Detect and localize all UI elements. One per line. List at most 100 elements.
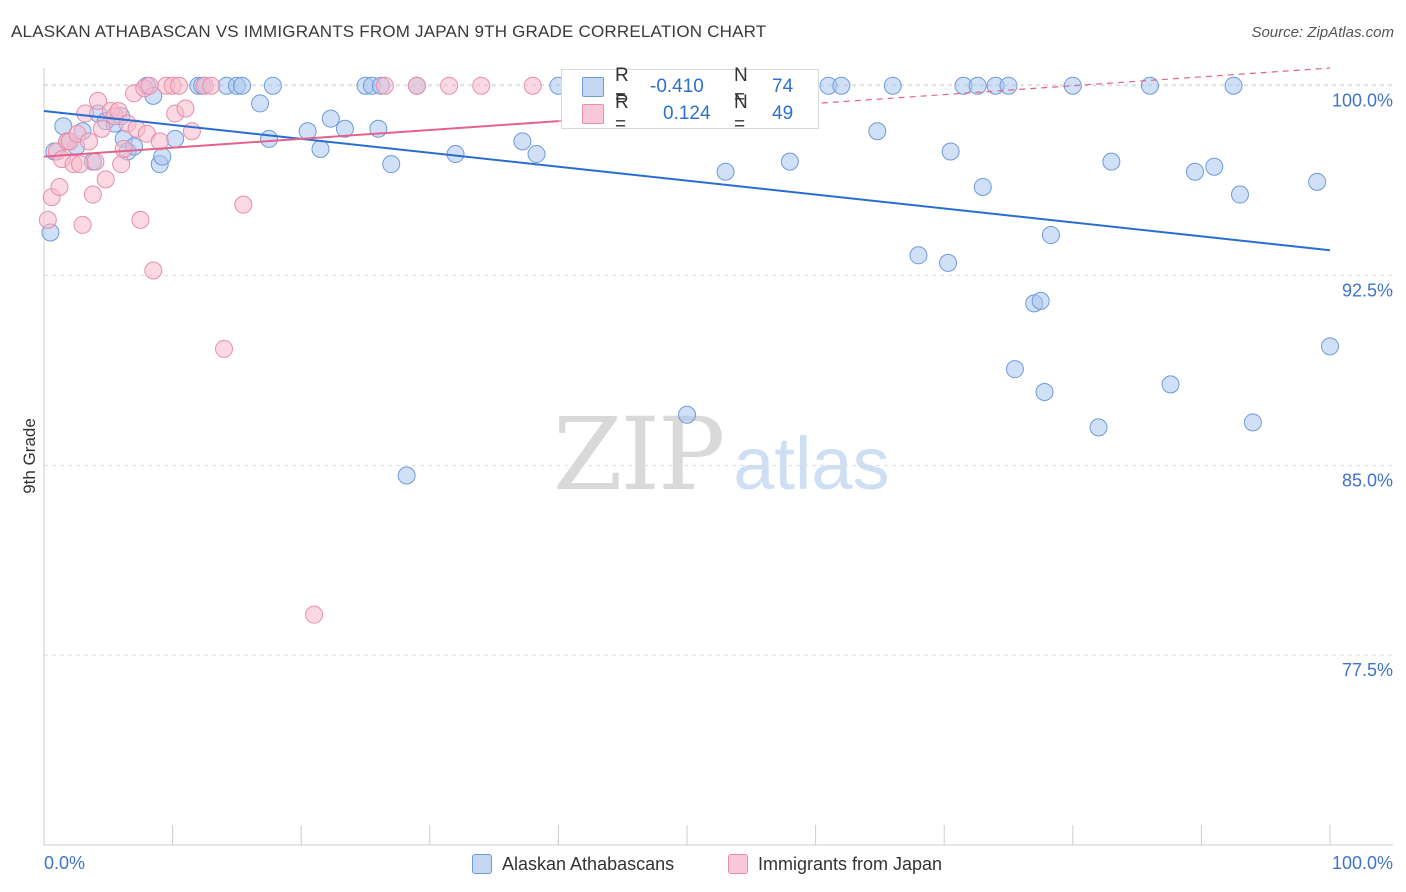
point-alaskan-athabascans xyxy=(1321,337,1339,356)
point-immigrants-japan xyxy=(131,210,150,229)
stats-r-label: R = xyxy=(615,65,629,108)
y-tick-label: 85.0% xyxy=(1342,470,1393,490)
point-immigrants-japan xyxy=(71,155,90,174)
point-immigrants-japan xyxy=(182,122,201,141)
stats-n-label: N = xyxy=(734,92,748,135)
point-immigrants-japan xyxy=(440,76,459,95)
stats-r-value: -0.410 xyxy=(650,76,704,97)
point-alaskan-athabascans xyxy=(941,142,960,161)
point-alaskan-athabascans xyxy=(999,76,1018,95)
chart-source: Source: ZipAtlas.com xyxy=(1251,24,1394,41)
y-tick-label: 77.5% xyxy=(1342,660,1393,680)
point-immigrants-japan xyxy=(89,91,108,110)
stats-swatch-series-b xyxy=(582,104,604,124)
x-tick-label-max: 100.0% xyxy=(1332,853,1393,873)
point-immigrants-japan xyxy=(170,76,189,95)
point-alaskan-athabascans xyxy=(1041,226,1060,245)
point-immigrants-japan xyxy=(176,99,195,118)
legend-item-series-b[interactable]: Immigrants from Japan xyxy=(728,852,942,876)
point-alaskan-athabascans xyxy=(1224,76,1243,95)
point-alaskan-athabascans xyxy=(1308,172,1327,191)
point-alaskan-athabascans xyxy=(260,129,279,148)
point-alaskan-athabascans xyxy=(263,76,282,95)
point-alaskan-athabascans xyxy=(1035,382,1054,401)
point-alaskan-athabascans xyxy=(883,76,902,95)
point-alaskan-athabascans xyxy=(321,109,340,128)
point-immigrants-japan xyxy=(375,76,394,95)
stats-n-value: 49 xyxy=(772,103,794,124)
y-axis-label: 9th Grade xyxy=(20,418,39,494)
stats-r-label: R = xyxy=(615,92,629,135)
stats-n-value: 74 xyxy=(772,76,794,97)
point-immigrants-japan xyxy=(92,119,111,138)
point-alaskan-athabascans xyxy=(251,94,270,113)
point-alaskan-athabascans xyxy=(513,132,532,151)
point-immigrants-japan xyxy=(140,76,159,95)
point-immigrants-japan xyxy=(83,185,102,204)
point-alaskan-athabascans xyxy=(716,162,735,181)
point-alaskan-athabascans xyxy=(1102,152,1121,171)
point-alaskan-athabascans xyxy=(909,246,928,265)
watermark: ZIP atlas xyxy=(553,405,890,505)
point-alaskan-athabascans xyxy=(968,76,987,95)
legend-label-series-a: Alaskan Athabascans xyxy=(502,853,675,874)
point-alaskan-athabascans xyxy=(153,147,172,166)
point-immigrants-japan xyxy=(215,339,234,358)
point-immigrants-japan xyxy=(472,76,491,95)
point-immigrants-japan xyxy=(144,261,163,280)
point-immigrants-japan xyxy=(76,104,95,123)
point-alaskan-athabascans xyxy=(335,119,354,138)
point-immigrants-japan xyxy=(50,177,69,196)
point-alaskan-athabascans xyxy=(939,253,958,272)
point-alaskan-athabascans xyxy=(1205,157,1224,176)
point-alaskan-athabascans xyxy=(233,76,252,95)
point-immigrants-japan xyxy=(202,76,221,95)
watermark-zip: ZIP xyxy=(553,396,725,513)
point-alaskan-athabascans xyxy=(1005,360,1024,379)
point-alaskan-athabascans xyxy=(1230,185,1249,204)
point-alaskan-athabascans xyxy=(397,466,416,485)
point-immigrants-japan xyxy=(96,170,115,189)
series-alaskan-athabascans-points xyxy=(41,76,1339,485)
point-alaskan-athabascans xyxy=(1243,413,1262,432)
stats-n-label: N = xyxy=(734,65,748,108)
point-immigrants-japan xyxy=(234,195,253,214)
series-immigrants-japan-points xyxy=(38,76,664,624)
y-tick-label: 100.0% xyxy=(1332,91,1393,111)
point-alaskan-athabascans xyxy=(868,122,887,141)
point-immigrants-japan xyxy=(150,132,169,151)
point-alaskan-athabascans xyxy=(1031,291,1050,310)
legend-swatch-series-b xyxy=(728,854,748,874)
y-tick-label: 92.5% xyxy=(1342,281,1393,301)
x-tick-label-min: 0.0% xyxy=(44,853,85,873)
stats-r-value: 0.124 xyxy=(663,103,711,124)
point-immigrants-japan xyxy=(523,76,542,95)
point-alaskan-athabascans xyxy=(527,145,546,164)
trend-layer xyxy=(43,67,1331,252)
point-alaskan-athabascans xyxy=(1140,76,1159,95)
point-immigrants-japan xyxy=(112,155,131,174)
legend-label-series-b: Immigrants from Japan xyxy=(758,853,943,874)
point-alaskan-athabascans xyxy=(166,129,185,148)
trend-line-immigrants-japan xyxy=(43,120,559,158)
legend-swatch-series-a xyxy=(472,854,492,874)
point-alaskan-athabascans xyxy=(973,177,992,196)
point-alaskan-athabascans xyxy=(832,76,851,95)
stats-swatch-series-a xyxy=(582,77,604,97)
point-alaskan-athabascans xyxy=(780,152,799,171)
point-immigrants-japan xyxy=(114,139,133,158)
point-alaskan-athabascans xyxy=(1161,375,1180,394)
legend-item-series-a[interactable]: Alaskan Athabascans xyxy=(472,852,674,876)
watermark-atlas: atlas xyxy=(733,422,890,505)
trend-line-immigrants-japan-extension xyxy=(558,67,1331,122)
point-immigrants-japan xyxy=(305,605,324,624)
point-immigrants-japan xyxy=(86,152,105,171)
point-immigrants-japan xyxy=(407,76,426,95)
point-alaskan-athabascans xyxy=(1089,418,1108,437)
axis-layer: 100.0% 92.5% 85.0% 77.5% 0.0% 100.0% 9th Grade xyxy=(20,68,1393,873)
point-alaskan-athabascans xyxy=(1185,162,1204,181)
point-immigrants-japan xyxy=(73,215,92,234)
point-alaskan-athabascans xyxy=(382,155,401,174)
point-alaskan-athabascans xyxy=(311,139,330,158)
